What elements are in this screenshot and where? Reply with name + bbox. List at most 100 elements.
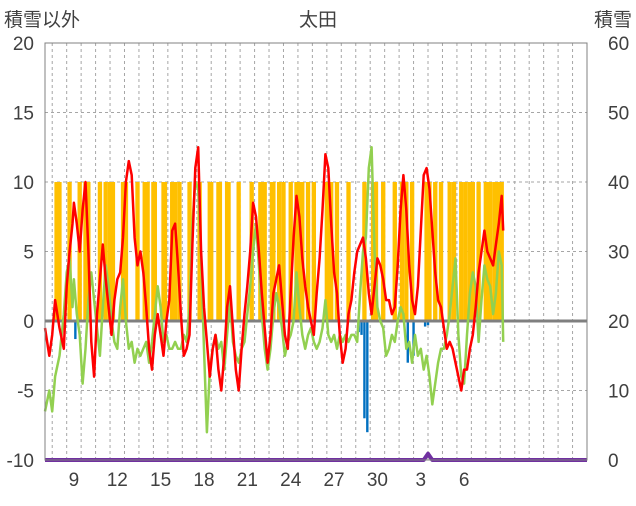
orange-bar: [381, 182, 386, 321]
left-axis-ticks: -10 -5 0 5 10 15 20: [7, 34, 34, 472]
left-tick-label: 0: [23, 312, 34, 333]
orange-bar: [392, 182, 397, 321]
orange-bar: [311, 182, 316, 321]
right-tick-label: 30: [608, 243, 629, 264]
orange-bar: [433, 182, 438, 321]
orange-bar: [427, 182, 432, 321]
x-axis-ticks: 9 12 15 18 21 24 27 30 3 6: [69, 470, 470, 491]
orange-bar: [483, 182, 488, 321]
orange-bar: [162, 182, 168, 321]
orange-bar: [177, 182, 182, 321]
orange-bar: [54, 182, 59, 321]
blue-bar: [363, 321, 366, 419]
orange-bar: [297, 182, 302, 321]
orange-bar: [217, 182, 223, 321]
blue-bar: [74, 321, 77, 340]
orange-bar: [152, 182, 158, 321]
right-axis-label: 積雪: [594, 9, 632, 31]
x-tick-label: 6: [459, 470, 470, 491]
orange-bar: [324, 182, 330, 321]
orange-bar: [463, 182, 468, 321]
blue-bar: [406, 321, 409, 363]
orange-bar: [83, 182, 88, 321]
orange-bar: [346, 182, 351, 321]
orange-bar: [249, 182, 254, 321]
orange-bar: [209, 182, 214, 321]
right-tick-label: 40: [608, 173, 629, 194]
x-tick-label: 21: [237, 470, 258, 491]
orange-bar: [103, 182, 108, 321]
orange-bar: [399, 182, 405, 321]
left-tick-label: 5: [23, 243, 34, 264]
orange-bar: [135, 182, 140, 321]
orange-bar: [424, 182, 429, 321]
x-tick-label: 12: [107, 470, 128, 491]
blue-bar: [360, 321, 363, 335]
right-tick-label: 50: [608, 104, 629, 125]
orange-bar: [294, 182, 299, 321]
orange-bar: [187, 182, 192, 321]
orange-bar: [451, 182, 457, 321]
left-tick-label: -10: [7, 451, 34, 472]
orange-bar: [271, 182, 276, 321]
x-tick-label: 27: [323, 470, 344, 491]
red-line-series: [43, 146, 505, 392]
orange-bar: [259, 182, 264, 321]
orange-bar: [476, 182, 481, 321]
orange-bar: [467, 182, 473, 321]
x-tick-label: 15: [150, 470, 171, 491]
orange-bar: [142, 182, 147, 321]
orange-bar: [281, 182, 286, 321]
orange-bar: [107, 182, 113, 321]
orange-bar: [373, 182, 379, 321]
right-axis-ticks: 0 10 20 30 40 50 60: [608, 34, 629, 472]
orange-bar: [226, 182, 231, 321]
orange-bar: [57, 182, 62, 321]
x-tick-label: 18: [193, 470, 214, 491]
right-tick-label: 60: [608, 34, 629, 55]
orange-bar: [123, 182, 129, 321]
orange-bar: [459, 182, 464, 321]
right-tick-label: 10: [608, 382, 629, 403]
left-tick-label: 10: [13, 173, 34, 194]
orange-bar: [145, 182, 150, 321]
orange-bar: [409, 182, 415, 321]
orange-bar: [438, 182, 444, 321]
x-tick-label: 24: [280, 470, 302, 491]
orange-bar: [110, 182, 116, 321]
orange-bar: [370, 182, 376, 321]
orange-bar: [305, 182, 311, 321]
right-tick-label: 20: [608, 312, 629, 333]
x-tick-label: 30: [367, 470, 388, 491]
left-tick-label: -5: [17, 382, 34, 403]
orange-bar: [97, 182, 103, 321]
chart-title: 太田: [299, 9, 337, 31]
left-tick-label: 15: [13, 104, 34, 125]
orange-bar: [172, 182, 178, 321]
green-line-series: [43, 146, 505, 434]
green-line: [43, 146, 505, 434]
left-tick-label: 20: [13, 34, 34, 55]
plot-frame: [44, 42, 588, 461]
orange-bar: [329, 182, 334, 321]
orange-bar: [447, 182, 452, 321]
orange-bar: [262, 182, 267, 321]
blue-bar: [366, 321, 369, 433]
orange-bar: [288, 182, 293, 321]
blue-bar: [426, 321, 430, 326]
red-line: [43, 146, 505, 392]
left-axis-label: 積雪以外: [4, 9, 80, 31]
x-tick-label: 9: [69, 470, 80, 491]
orange-bar: [276, 182, 282, 321]
orange-bar: [334, 182, 340, 321]
orange-bar: [470, 182, 475, 321]
orange-bar: [404, 182, 409, 321]
orange-bar: [487, 182, 493, 321]
right-tick-label: 0: [608, 451, 619, 472]
orange-bar: [236, 182, 241, 321]
orange-bar: [499, 182, 504, 321]
blue-bar: [423, 321, 427, 327]
x-tick-label: 3: [415, 470, 426, 491]
